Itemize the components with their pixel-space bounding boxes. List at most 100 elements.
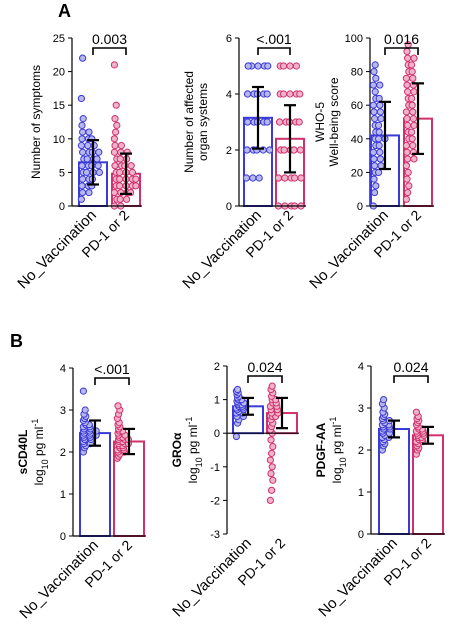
data-point	[274, 174, 282, 182]
data-point	[78, 182, 86, 190]
y-tick-label: 4	[226, 89, 232, 101]
data-point	[244, 62, 252, 70]
data-point	[371, 115, 379, 123]
p-value: <.001	[94, 361, 130, 377]
data-point	[281, 174, 289, 182]
data-point	[370, 175, 378, 183]
data-point	[111, 162, 119, 170]
data-point	[402, 74, 410, 82]
y-tick-label: 2	[60, 447, 66, 459]
y-axis-label-line: Number of symptoms	[29, 65, 43, 179]
data-point	[290, 146, 298, 154]
data-point	[410, 54, 418, 62]
data-point	[77, 94, 86, 103]
y-tick-label: -1	[210, 462, 220, 474]
y-tick-label: 25	[53, 33, 65, 45]
data-point	[79, 128, 87, 136]
data-point	[370, 155, 378, 163]
data-point	[370, 108, 378, 116]
data-point	[375, 168, 383, 176]
y-tick-label: 1	[60, 489, 66, 501]
data-point	[95, 148, 103, 156]
data-point	[268, 486, 276, 494]
p-value: 0.003	[92, 31, 127, 47]
data-point	[369, 148, 377, 156]
y-tick-label: 1	[358, 487, 364, 499]
data-point	[111, 115, 119, 123]
data-point	[79, 188, 87, 197]
data-point	[249, 174, 257, 182]
data-point	[269, 476, 277, 484]
data-point	[369, 101, 377, 109]
y-axis-label-line: Well-being score	[327, 77, 341, 166]
y-tick-label: 5	[59, 167, 65, 179]
y-axis-label-units: log10 pg ml-1	[30, 419, 50, 486]
data-point	[280, 146, 288, 154]
y-tick-label: 2	[226, 145, 232, 157]
data-point	[404, 121, 412, 129]
y-axis-label-units: log10 pg ml-1	[184, 417, 204, 484]
data-point	[292, 62, 300, 70]
data-point	[291, 174, 299, 182]
y-axis-label: Number of affected organ systems	[182, 71, 210, 173]
p-value: 0.016	[384, 31, 419, 47]
data-point	[79, 115, 87, 123]
data-point	[77, 195, 86, 203]
data-point	[404, 54, 412, 62]
data-point	[297, 174, 305, 182]
data-point	[296, 146, 304, 154]
significance-bracket	[384, 47, 419, 55]
data-point	[268, 382, 276, 390]
y-axis-label-bold: PDGF-AA	[314, 422, 328, 477]
data-point	[371, 188, 379, 197]
data-point	[280, 90, 288, 98]
significance-bracket	[257, 47, 291, 55]
y-tick-label: 10	[53, 134, 65, 146]
data-point	[402, 108, 410, 116]
data-point	[93, 155, 101, 163]
data-point	[408, 135, 416, 143]
panel-label-a: A	[58, 1, 71, 21]
y-tick-label: -2	[210, 495, 220, 507]
y-tick-label: 4	[358, 361, 364, 373]
data-point	[117, 141, 126, 150]
p-value: <.001	[256, 31, 292, 47]
data-point	[127, 162, 135, 170]
data-point	[244, 90, 252, 98]
data-point	[403, 148, 411, 156]
y-axis-label: PDGF-AA log10 pg ml-1	[314, 417, 348, 484]
data-point	[110, 135, 119, 143]
data-point	[375, 135, 383, 143]
y-axis-label-bold: GROα	[170, 432, 184, 467]
data-point	[380, 396, 388, 404]
data-point	[412, 408, 420, 416]
data-point	[111, 141, 119, 150]
data-point	[94, 162, 102, 170]
data-point	[110, 148, 119, 156]
y-axis-label: WHO-5 Well-being score	[313, 77, 341, 166]
significance-bracket	[94, 377, 130, 385]
data-point	[244, 118, 252, 126]
data-point	[375, 141, 383, 150]
data-point	[128, 168, 136, 176]
data-point	[377, 115, 385, 123]
y-tick-label: 0	[226, 201, 232, 213]
y-tick-label: 6	[226, 33, 232, 45]
data-point	[234, 385, 242, 394]
y-tick-label: 0	[214, 428, 220, 440]
data-point	[132, 175, 140, 183]
data-point	[410, 155, 418, 163]
data-point	[371, 162, 379, 170]
data-point	[266, 496, 274, 504]
data-point	[405, 182, 413, 190]
data-point	[408, 68, 416, 76]
data-point	[402, 141, 410, 150]
data-point	[286, 90, 294, 98]
data-point	[116, 182, 124, 190]
y-tick-label: 60	[351, 100, 363, 112]
data-point	[372, 182, 380, 190]
data-point	[264, 62, 272, 70]
data-point	[77, 141, 86, 150]
